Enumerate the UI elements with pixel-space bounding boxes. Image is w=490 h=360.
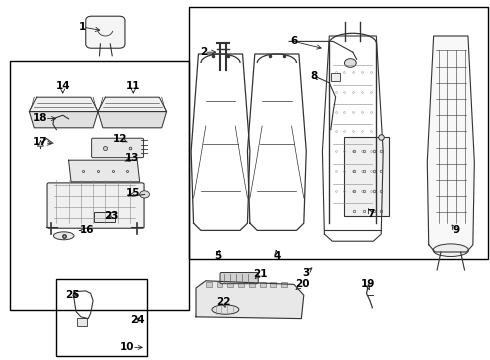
Text: 2: 2: [200, 47, 216, 57]
Polygon shape: [29, 112, 98, 128]
Text: 9: 9: [452, 225, 459, 235]
Text: 8: 8: [310, 71, 317, 81]
Bar: [227, 282, 233, 287]
Ellipse shape: [212, 305, 239, 314]
Bar: [217, 282, 222, 287]
Bar: [56, 279, 147, 356]
Text: 7: 7: [367, 209, 375, 219]
Bar: [238, 282, 244, 287]
Text: 6: 6: [291, 36, 321, 49]
Text: 16: 16: [80, 225, 95, 235]
Bar: [344, 137, 389, 216]
Bar: [260, 282, 266, 287]
Bar: [94, 212, 115, 222]
Bar: [77, 318, 87, 326]
Ellipse shape: [433, 244, 468, 256]
Bar: [189, 7, 488, 259]
Bar: [270, 282, 276, 287]
FancyBboxPatch shape: [220, 273, 258, 284]
Text: 3: 3: [303, 268, 312, 278]
Text: 1: 1: [79, 22, 99, 32]
Text: 22: 22: [216, 297, 230, 307]
Bar: [331, 73, 340, 81]
Text: 13: 13: [125, 153, 140, 163]
Text: 5: 5: [215, 251, 221, 261]
Text: 20: 20: [295, 279, 310, 289]
Text: 10: 10: [120, 342, 142, 352]
Text: 14: 14: [55, 81, 70, 93]
Text: 25: 25: [65, 290, 80, 300]
Text: 11: 11: [126, 81, 141, 93]
FancyBboxPatch shape: [47, 183, 144, 228]
Polygon shape: [427, 36, 474, 252]
Bar: [10, 61, 189, 310]
Text: 4: 4: [273, 251, 281, 261]
Ellipse shape: [53, 232, 74, 240]
Bar: [281, 282, 287, 287]
Text: 24: 24: [130, 315, 145, 325]
Text: 19: 19: [360, 279, 375, 290]
Polygon shape: [98, 97, 167, 112]
Text: 21: 21: [253, 269, 268, 279]
Circle shape: [344, 59, 356, 67]
Polygon shape: [196, 281, 304, 319]
FancyBboxPatch shape: [86, 16, 125, 48]
Bar: [206, 282, 212, 287]
Text: 18: 18: [33, 113, 55, 123]
Bar: [249, 282, 255, 287]
Polygon shape: [98, 112, 167, 128]
Polygon shape: [29, 97, 98, 112]
Text: 12: 12: [113, 134, 127, 144]
Text: 23: 23: [104, 211, 119, 221]
FancyBboxPatch shape: [92, 138, 144, 158]
Text: 15: 15: [126, 188, 141, 198]
Circle shape: [140, 191, 149, 198]
Polygon shape: [69, 160, 140, 182]
Text: 17: 17: [33, 137, 51, 147]
